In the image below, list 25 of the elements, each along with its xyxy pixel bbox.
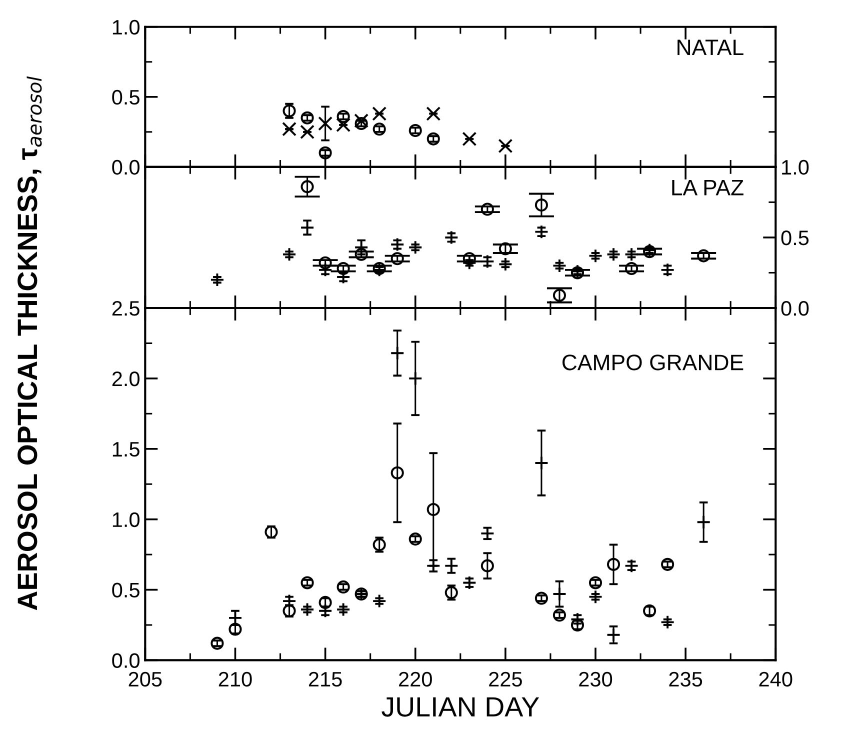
text: 0.5	[781, 230, 809, 246]
annotation: NATAL	[678, 40, 744, 56]
x-tick-label: 235	[669, 672, 702, 687]
y-tick-label: 2.5	[112, 301, 140, 316]
y-tick-label: 0.5	[112, 582, 140, 598]
y-tick-label: 1.0	[112, 20, 140, 35]
annotation: LA PAZ	[672, 180, 744, 196]
x-tick-label: 220	[399, 672, 432, 687]
text: 0.0	[781, 301, 809, 316]
annotation: CAMPO GRANDE	[562, 354, 744, 370]
x-tick-label: 240	[759, 672, 792, 687]
x-tick-label: 230	[579, 672, 612, 687]
x-tick-label: 205	[128, 672, 162, 687]
x-tick-label: 210	[218, 672, 252, 687]
y-tick-label: 2.0	[112, 371, 140, 386]
y-axis-title: AEROSOL OPTICAL THICKNESS, τ$_{aerosol}$	[18, 76, 42, 610]
y-tick-label: 0.0	[112, 160, 140, 175]
y-tick-label: 0.0	[112, 653, 140, 668]
y-tick-label: 1.0	[112, 512, 140, 528]
text: 1.0	[782, 160, 809, 175]
x-tick-label: 225	[489, 672, 522, 687]
y-tick-label: 1.5	[112, 442, 140, 457]
y-tick-label: 0.5	[112, 90, 140, 105]
x-axis-title: JULIAN DAY	[382, 697, 540, 717]
x-tick-label: 215	[308, 672, 342, 687]
